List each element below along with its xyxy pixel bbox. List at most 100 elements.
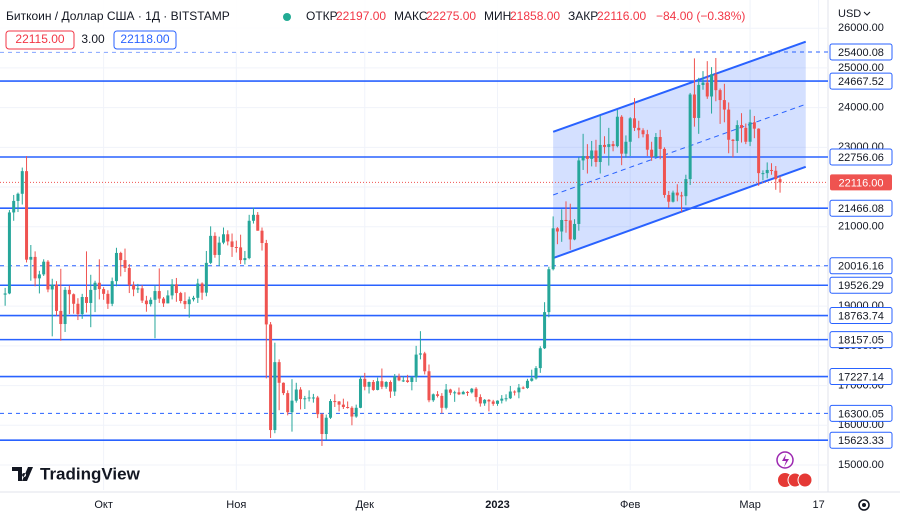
level-label-box [829,307,893,325]
candle-body [93,282,97,290]
candle-body [281,382,285,394]
candle-body [658,136,662,149]
candle-body [260,230,264,244]
candle-body [483,399,487,404]
candle-body [761,173,765,175]
candle-body [196,283,200,298]
candle-body [324,417,328,435]
header-bg [0,0,680,52]
candle-body [102,289,106,294]
level-label: 18157.05 [838,335,884,347]
currency-label[interactable]: USD [838,8,861,20]
sell-price[interactable]: 22115.00 [15,32,64,46]
level-label-box [829,431,893,449]
y-tick-label: 16000.00 [838,419,884,431]
candle-body [136,288,140,290]
candle-body [705,82,709,97]
candle-body [778,179,782,183]
candle-body [547,269,551,313]
candle-body [555,228,559,232]
candle-body [84,297,88,303]
candle-body [277,362,281,383]
candle-body [354,407,358,417]
candle-body [337,401,341,405]
level-label: 20016.16 [838,261,884,273]
y-tick-label: 25000.00 [838,62,884,74]
candle-body [179,293,183,301]
candle-body [55,284,59,311]
candle-body [42,261,46,275]
candle-body [727,109,731,140]
level-label: 17227.14 [838,371,884,383]
x-tick-label: 2023 [485,499,509,511]
open-value: 22197.00 [336,9,386,23]
candle-body [448,389,452,393]
high-label: МАКС [394,9,428,23]
candle-body [123,260,127,269]
candle-body [701,82,705,85]
candle-body [423,353,427,372]
level-label-box [829,404,893,422]
candle-body [500,398,504,401]
candle-body [25,171,29,260]
candle-body [119,252,123,261]
y-tick-label: 21000.00 [838,221,884,233]
candle-body [406,380,410,382]
candle-body [431,394,435,401]
y-tick-label: 15000.00 [838,459,884,471]
candle-body [251,214,255,221]
candle-body [329,401,333,418]
candle-body [637,127,641,131]
candle-body [388,381,392,392]
level-label-box [829,257,893,275]
candle-body [320,414,324,435]
flag-icon[interactable] [797,472,813,488]
settings-icon-center [862,503,866,507]
settings-icon[interactable] [858,499,870,511]
candle-body [16,193,20,201]
low-label: МИН [484,9,511,23]
candle-body [440,395,444,408]
candle-body [166,295,170,304]
candle-body [418,353,422,355]
candle-body [684,179,688,197]
candle-body [722,100,726,110]
candle-body [46,261,50,290]
candle-body [333,401,337,403]
candle-body [414,354,418,378]
level-label: 15623.33 [838,435,884,447]
candle-body [744,127,748,142]
candle-body [710,74,714,97]
plot [0,0,828,490]
candle-body [89,289,93,303]
candle-body [63,289,67,325]
candle-body [436,394,440,396]
level-label-box [829,148,893,166]
candle-body [37,274,41,279]
level-label-box [829,72,893,90]
logo[interactable]: TradingView [12,464,141,483]
candle-body [376,381,380,390]
candle-body [769,169,773,171]
level-label: 19526.29 [838,280,884,292]
candle-body [106,293,110,304]
level-label-box [829,331,893,349]
open-label: ОТКР [306,9,338,23]
candle-body [645,134,649,150]
candle-body [221,234,225,243]
candle-body [410,377,414,382]
candle-body [3,293,7,295]
buy-price[interactable]: 22118.00 [120,32,169,46]
candle-body [7,212,11,294]
candle-body [243,258,247,261]
currency-caret[interactable] [863,11,871,16]
buy-box[interactable] [113,30,177,50]
candle-body [110,281,114,304]
candle-body [611,144,615,147]
candle-body [662,148,666,195]
candle-body [624,141,628,154]
sell-box[interactable] [5,30,75,50]
candle-body [226,234,230,242]
candle-body [384,381,388,387]
candle-body [170,284,174,296]
